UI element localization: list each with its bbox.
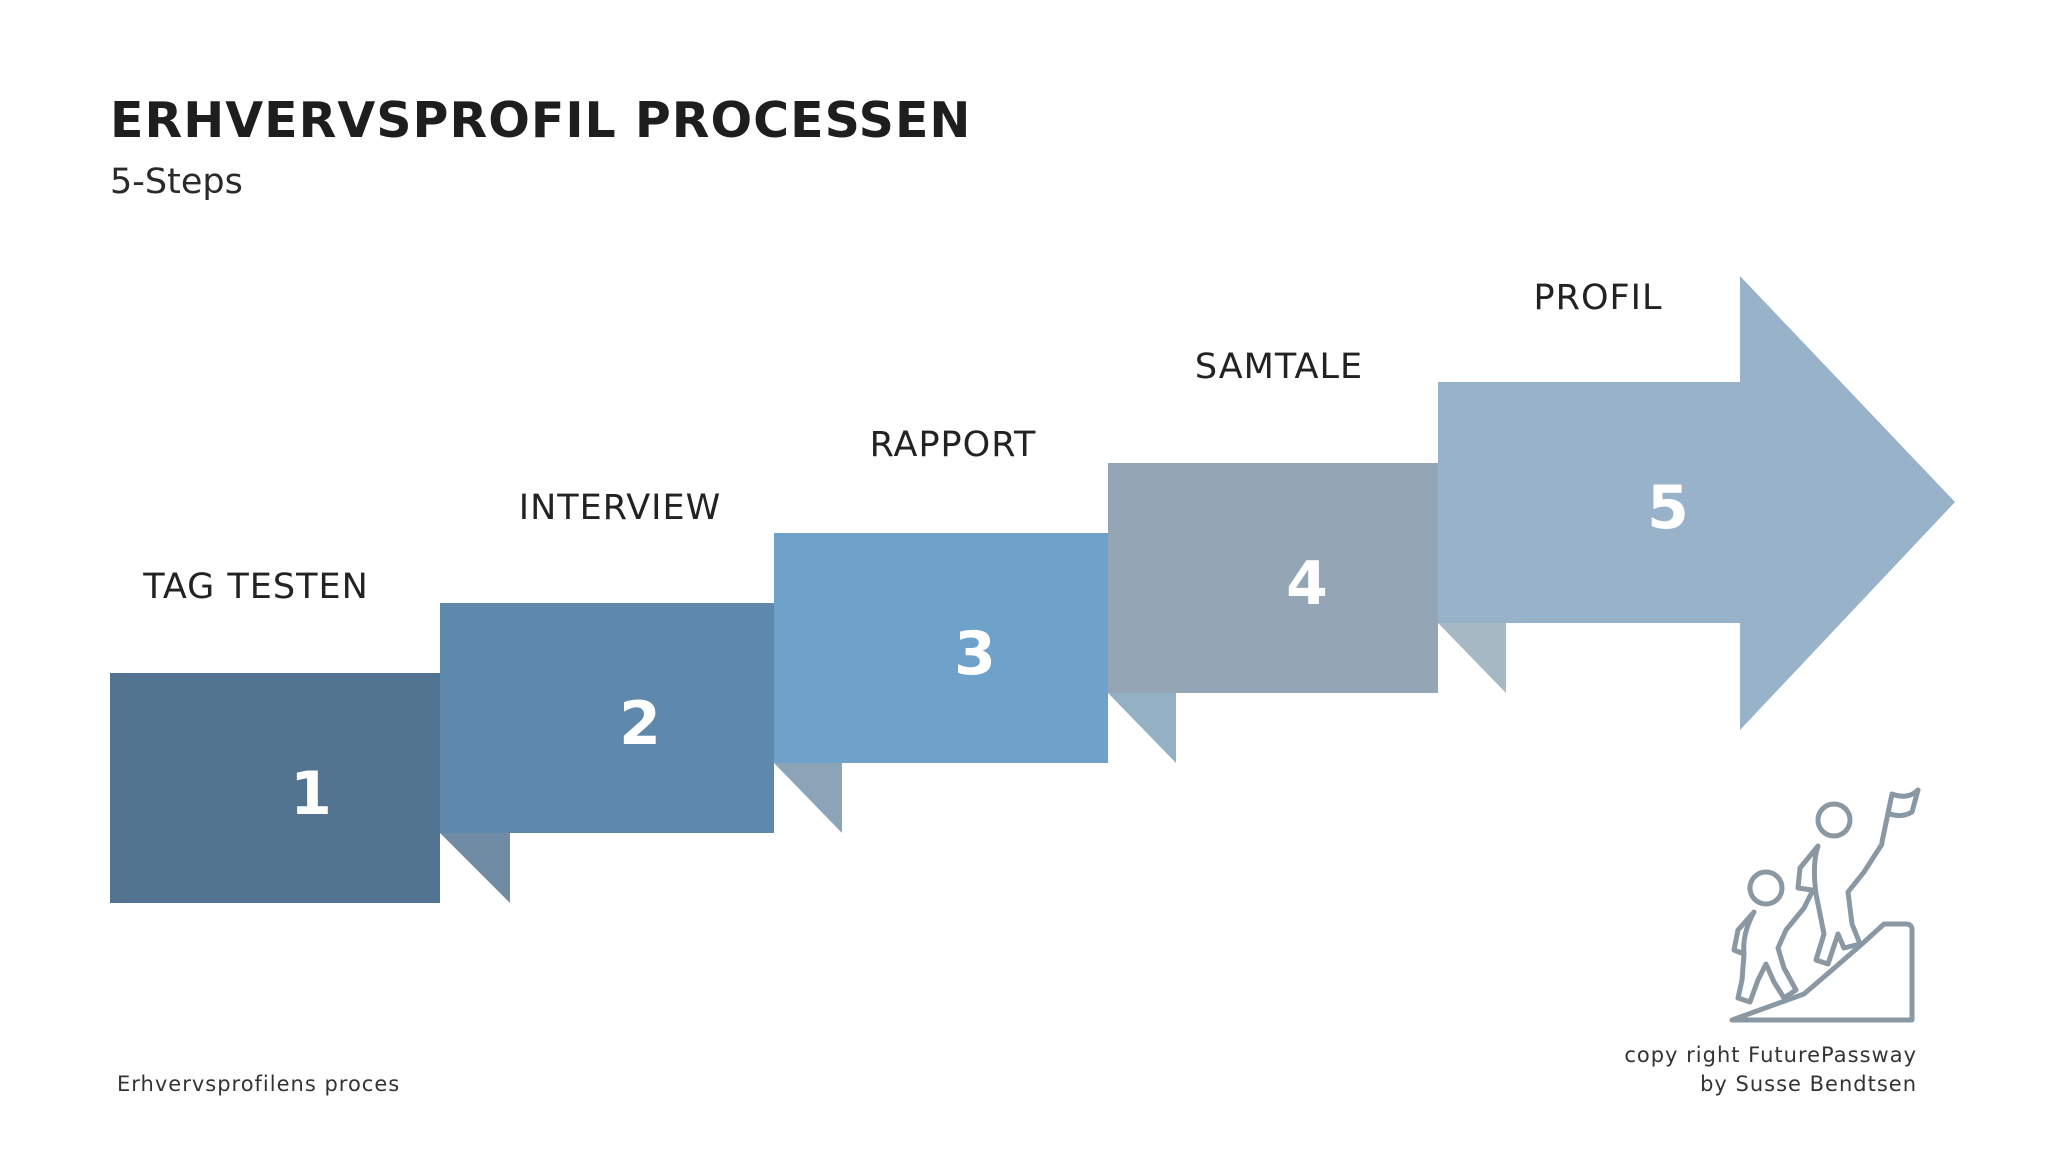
fold-1 [440,833,510,903]
top-person-body [1795,841,1885,967]
step-number-5: 5 [1647,473,1689,543]
flag-shape [1879,787,1921,845]
copyright-notice: copy right FuturePassway by Susse Bendts… [1624,1041,1917,1099]
step-block-3 [774,533,1108,763]
bottom-person-body [1731,889,1815,1005]
copyright-line-2: by Susse Bendtsen [1700,1072,1917,1096]
step-label-2: INTERVIEW [519,488,721,528]
copyright-line-1: copy right FuturePassway [1624,1043,1917,1067]
fold-3 [1108,693,1176,763]
climbing-people-icon [1729,787,1921,1023]
page-subtitle: 5-Steps [110,162,243,202]
step-number-4: 4 [1286,549,1328,619]
top-person-head [1815,801,1853,839]
step-label-1: TAG TESTEN [142,567,369,607]
step-block-1 [110,673,440,903]
step-arrow-5 [1438,276,1955,730]
step-number-3: 3 [954,619,996,689]
footer-caption: Erhvervsprofilens proces [117,1072,401,1096]
step-label-4: SAMTALE [1195,347,1363,387]
step-block-2 [440,603,774,833]
fold-4 [1438,623,1506,693]
step-label-5: PROFIL [1534,278,1663,318]
step-block-4 [1108,463,1438,693]
step-label-3: RAPPORT [870,425,1037,465]
rock-shape [1729,921,1915,1023]
page-title: ERHVERVSPROFIL PROCESSEN [110,92,972,149]
step-number-1: 1 [290,759,332,829]
fold-2 [774,763,842,833]
bottom-person-head [1747,869,1785,907]
step-number-2: 2 [619,689,661,759]
